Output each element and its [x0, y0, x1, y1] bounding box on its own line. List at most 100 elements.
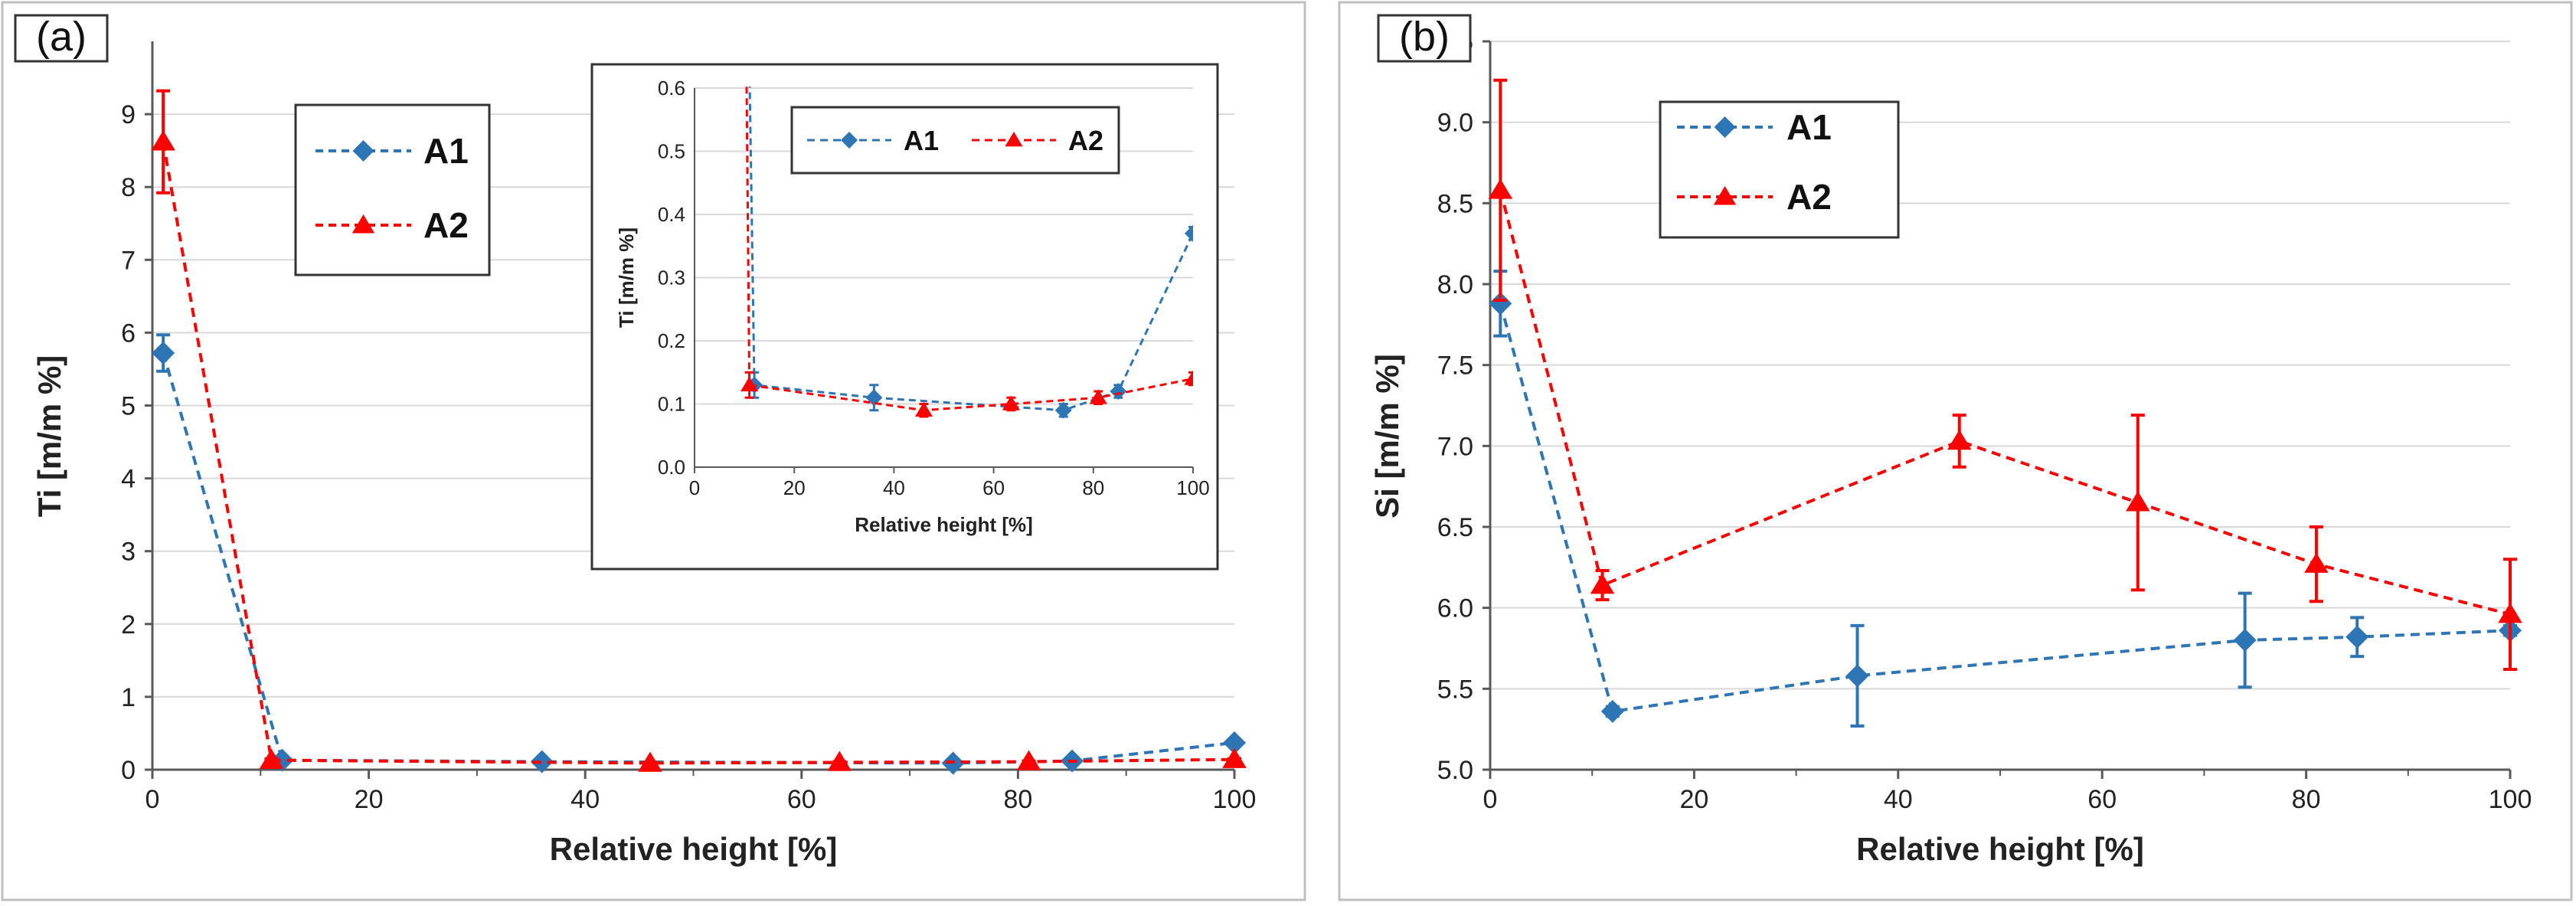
legend-label-a2: A2	[1787, 177, 1832, 217]
x-axis-label: Relative height [%]	[1856, 831, 2144, 867]
y-tick-label: 7	[121, 246, 136, 275]
chart-panel-b: 0204060801005.05.56.06.57.07.58.08.59.09…	[1338, 1, 2573, 901]
data-point	[2304, 552, 2329, 573]
y-tick-label: 6.0	[1437, 594, 1473, 623]
legend-marker-a2	[1005, 132, 1023, 147]
inset-x-tick-label: 80	[1082, 476, 1104, 499]
legend-label-a2: A2	[1068, 125, 1103, 156]
legend-marker-a1	[352, 140, 374, 162]
data-point	[2233, 628, 2257, 652]
series-line	[1499, 189, 2511, 617]
data-point	[1222, 747, 1247, 768]
inset-y-axis-label: Ti [m/m %]	[615, 227, 638, 328]
x-axis-label: Relative height [%]	[550, 831, 838, 867]
y-axis-label: Ti [m/m %]	[31, 355, 67, 518]
data-point	[151, 130, 175, 151]
x-tick-label: 100	[2489, 785, 2532, 814]
data-point	[1845, 664, 1869, 688]
series-a1	[1489, 270, 2522, 728]
legend-box	[294, 103, 491, 276]
inset-data-point	[1054, 401, 1072, 419]
y-tick-label: 9.0	[1437, 109, 1473, 138]
data-point	[2498, 603, 2522, 623]
data-point	[1947, 429, 1972, 450]
y-tick-label: 0	[121, 756, 136, 785]
y-tick-label: 5.5	[1437, 675, 1473, 704]
inset-x-tick-label: 40	[883, 476, 905, 499]
legend-marker-a2	[1713, 186, 1737, 205]
series-line	[162, 141, 1235, 765]
panel-frame	[1338, 1, 2573, 901]
x-tick-label: 0	[145, 785, 160, 814]
inset-data	[740, 87, 1193, 419]
inset-series-a2	[740, 87, 1193, 418]
inset-y-tick-label: 0.2	[658, 329, 685, 352]
inset-data-point	[1184, 370, 1193, 385]
data-point	[1223, 731, 1246, 754]
data-point	[827, 751, 852, 771]
data-point	[638, 751, 662, 772]
y-tick-label: 4	[121, 465, 136, 494]
y-tick-label: 7.5	[1437, 352, 1473, 381]
inset-series-line	[748, 87, 1193, 412]
series-line	[1499, 303, 2511, 714]
inset-y-tick-label: 0.6	[658, 77, 685, 100]
legend-label-a2: A2	[423, 205, 469, 245]
y-tick-label: 5.0	[1437, 756, 1473, 785]
legend-box	[790, 106, 1120, 175]
panel-tag: (b)	[1399, 14, 1450, 60]
x-tick-label: 40	[1884, 785, 1913, 814]
inset-x-tick-label: 100	[1176, 476, 1209, 499]
data-point	[1590, 574, 1615, 594]
data-point	[152, 342, 175, 365]
y-axis-label: Si [m/m %]	[1369, 354, 1405, 518]
data-point	[259, 748, 284, 769]
legend-label-a1: A1	[423, 131, 469, 171]
inset-y-tick-label: 0.4	[658, 203, 685, 226]
x-tick-label: 60	[2087, 785, 2117, 814]
y-tick-label: 5	[121, 392, 136, 421]
y-tick-label: 6	[121, 319, 136, 348]
x-tick-label: 0	[1483, 785, 1498, 814]
inset-data-point	[1002, 395, 1020, 410]
x-tick-label: 60	[787, 785, 816, 814]
inset-data-point	[914, 401, 933, 417]
legend-label-a1: A1	[904, 125, 939, 156]
legend-marker-a1	[1714, 116, 1736, 138]
data-point	[2346, 625, 2369, 649]
inset-y-tick-label: 0.1	[658, 393, 685, 416]
y-tick-label: 1	[121, 683, 136, 712]
x-tick-label: 80	[1003, 785, 1032, 814]
inset-x-tick-label: 60	[982, 476, 1005, 499]
data-point	[530, 750, 554, 774]
inset-data-point	[1110, 383, 1127, 400]
y-tick-label: 8	[121, 173, 136, 202]
legend-label-a1: A1	[1787, 107, 1832, 147]
data-point	[1016, 750, 1041, 770]
x-tick-label: 20	[1679, 785, 1708, 814]
inset-x-tick-label: 0	[689, 476, 700, 499]
inset-x-axis-label: Relative height [%]	[855, 513, 1033, 536]
inset-y-tick-label: 0.3	[658, 267, 685, 289]
y-tick-label: 6.5	[1437, 513, 1473, 542]
inset-y-tick-label: 0.0	[658, 456, 685, 479]
y-tick-label: 2	[121, 610, 136, 639]
data-point	[1489, 292, 1512, 316]
inset-data-point	[1185, 224, 1193, 242]
legend-box	[1659, 100, 1900, 239]
y-tick-label: 7.0	[1437, 432, 1473, 461]
x-tick-label: 80	[2292, 785, 2321, 814]
legend-marker-a2	[351, 214, 375, 234]
series-a2	[151, 89, 1247, 772]
inset-chart: 0.0 0.1 0.2 0.3 0.4 0.5 0.6 0 20 40 60 80 100 Relativ…	[590, 63, 1219, 571]
y-tick-label: 3	[121, 538, 136, 567]
y-tick-label: 8.5	[1437, 189, 1473, 218]
data-point	[1488, 178, 1513, 199]
x-tick-label: 20	[355, 785, 384, 814]
y-tick-label: 9	[121, 100, 136, 129]
data-point	[1600, 699, 1624, 723]
inset-data-point	[1089, 389, 1107, 404]
panel-tag: (a)	[36, 14, 87, 60]
